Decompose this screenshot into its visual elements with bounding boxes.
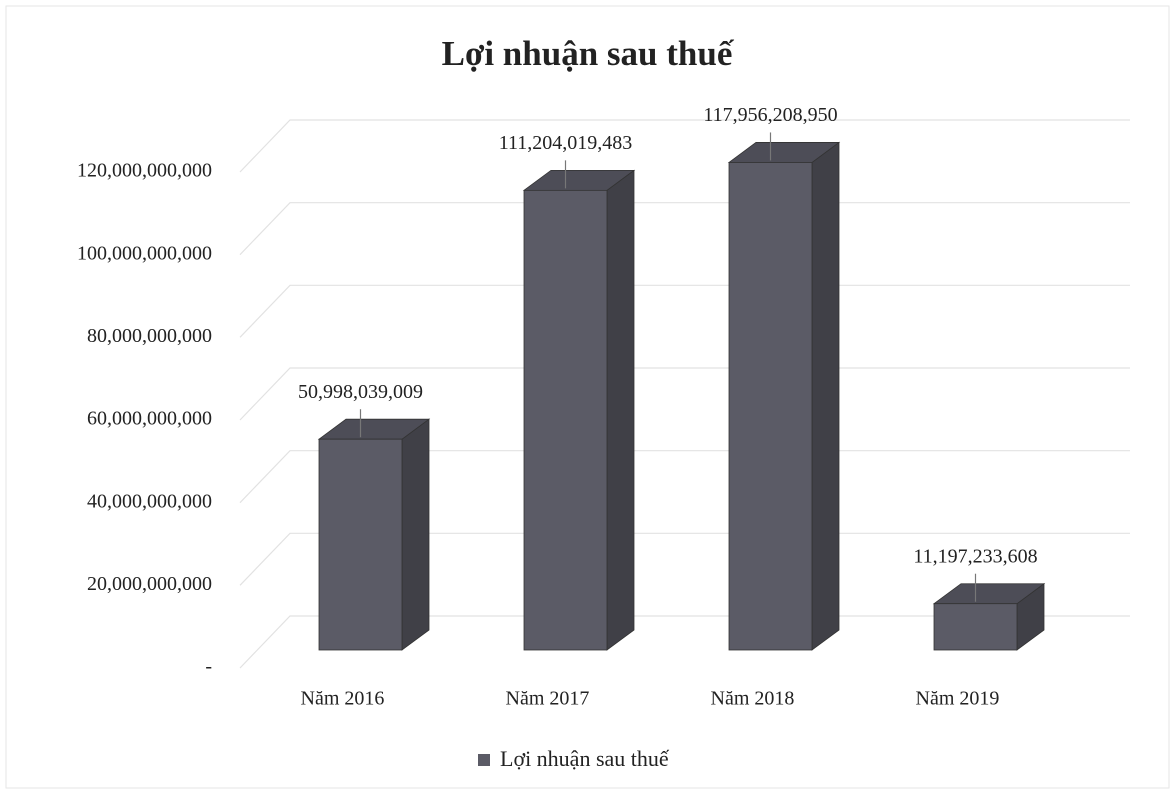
data-label: 50,998,039,009 xyxy=(298,381,423,403)
y-tick-label: 120,000,000,000 xyxy=(77,160,212,182)
grid-line xyxy=(239,284,1130,338)
chart-title: Lợi nhuận sau thuế xyxy=(442,34,735,73)
bar xyxy=(318,438,403,651)
y-tick-label: 100,000,000,000 xyxy=(77,242,212,264)
x-tick-label: Năm 2019 xyxy=(916,688,1000,710)
data-label: 117,956,208,950 xyxy=(703,104,837,126)
y-tick-label: 40,000,000,000 xyxy=(87,490,212,512)
bar xyxy=(933,603,1018,651)
data-label: 11,197,233,608 xyxy=(913,545,1037,567)
bar-side xyxy=(811,141,840,651)
y-tick-label: 80,000,000,000 xyxy=(87,325,212,347)
bar xyxy=(523,189,608,651)
y-tick-label: - xyxy=(205,656,212,678)
x-tick-label: Năm 2016 xyxy=(301,688,385,710)
legend-swatch xyxy=(478,754,490,766)
bar xyxy=(728,162,813,651)
y-tick-label: 60,000,000,000 xyxy=(87,408,212,430)
grid-line xyxy=(239,615,1130,669)
bar-side xyxy=(606,169,635,651)
x-tick-label: Năm 2017 xyxy=(506,688,590,710)
y-tick-label: 20,000,000,000 xyxy=(87,573,212,595)
x-tick-label: Năm 2018 xyxy=(711,688,795,710)
bar-side xyxy=(401,418,430,651)
grid-line xyxy=(239,367,1130,421)
grid-line xyxy=(239,532,1130,586)
legend-label: Lợi nhuận sau thuế xyxy=(500,746,670,771)
data-label: 111,204,019,483 xyxy=(499,132,633,154)
grid-line xyxy=(239,202,1130,256)
grid-line xyxy=(239,119,1130,173)
grid-line xyxy=(239,450,1130,504)
